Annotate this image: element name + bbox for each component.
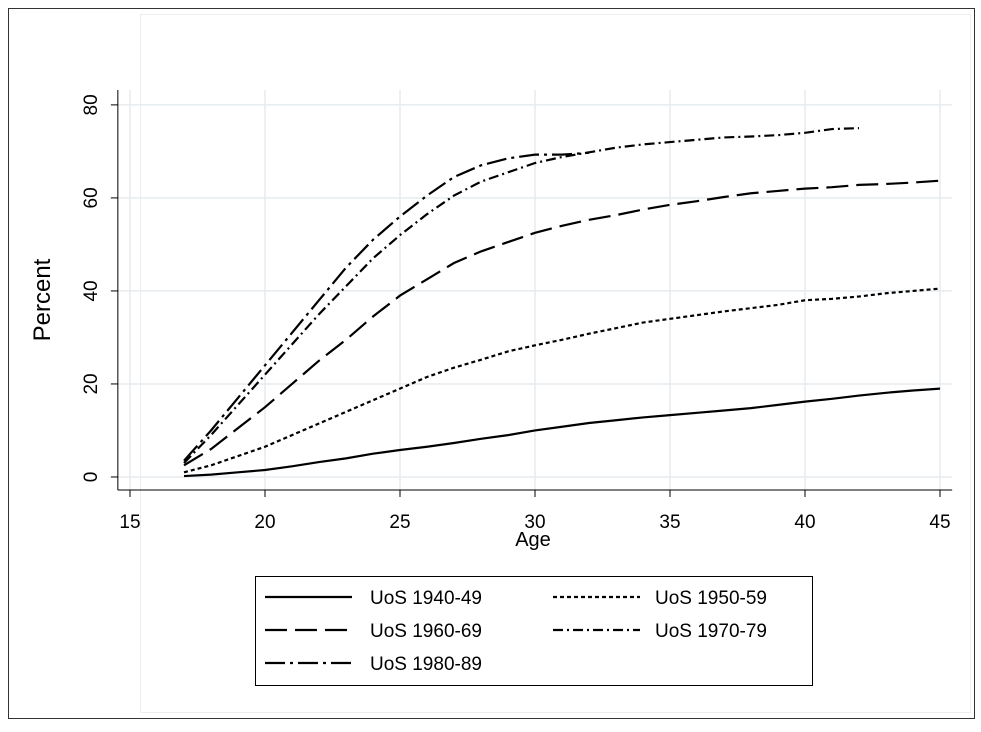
x-tick-label: 45 xyxy=(929,512,950,533)
series-line xyxy=(183,287,941,474)
y-axis-label: Percent xyxy=(29,258,56,341)
y-tick-label: 20 xyxy=(81,373,102,394)
y-tick-label: 80 xyxy=(81,94,102,115)
series-line xyxy=(183,127,860,464)
frame xyxy=(8,8,975,719)
y-tick-label: 0 xyxy=(81,472,102,483)
legend-label: UoS 1950-59 xyxy=(655,588,767,609)
y-tick-label: 40 xyxy=(81,280,102,301)
legend-label: UoS 1980-89 xyxy=(370,654,482,675)
legend-label: UoS 1970-79 xyxy=(655,621,767,642)
x-tick-label: 15 xyxy=(119,512,140,533)
legend-label: UoS 1960-69 xyxy=(370,621,482,642)
x-tick-label: 30 xyxy=(524,512,545,533)
legend-label: UoS 1940-49 xyxy=(370,588,482,609)
x-axis-label: Age xyxy=(515,529,551,551)
y-tick-label: 60 xyxy=(81,187,102,208)
x-tick-label: 20 xyxy=(254,512,275,533)
series-line xyxy=(183,387,941,478)
x-tick-label: 35 xyxy=(659,512,680,533)
legend-box xyxy=(255,576,813,686)
x-tick-label: 40 xyxy=(794,512,815,533)
series-line xyxy=(183,179,941,467)
x-tick-label: 25 xyxy=(389,512,410,533)
inner-panel xyxy=(140,14,971,713)
series-line xyxy=(183,151,590,462)
